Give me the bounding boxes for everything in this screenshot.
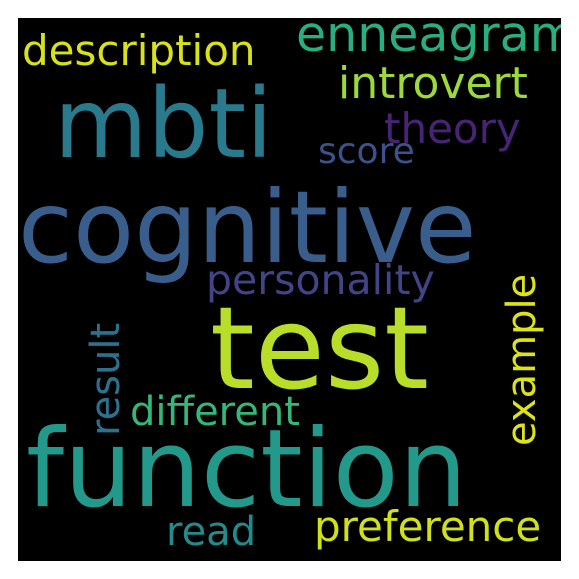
word-different: different: [130, 389, 300, 435]
word-cloud-canvas: description enneagram introvert theory m…: [18, 18, 561, 561]
word-cognitive: cognitive: [18, 169, 477, 286]
word-personality: personality: [206, 256, 435, 304]
word-read: read: [166, 509, 257, 555]
word-enneagram: enneagram: [296, 18, 561, 63]
word-test: test: [210, 282, 429, 415]
word-example: example: [499, 273, 545, 446]
word-function: function: [26, 407, 468, 532]
word-mbti: mbti: [54, 68, 273, 180]
word-preference: preference: [314, 502, 542, 551]
word-theory: theory: [384, 104, 521, 153]
word-description: description: [22, 26, 256, 75]
word-introvert: introvert: [338, 58, 528, 109]
word-score: score: [318, 131, 415, 172]
